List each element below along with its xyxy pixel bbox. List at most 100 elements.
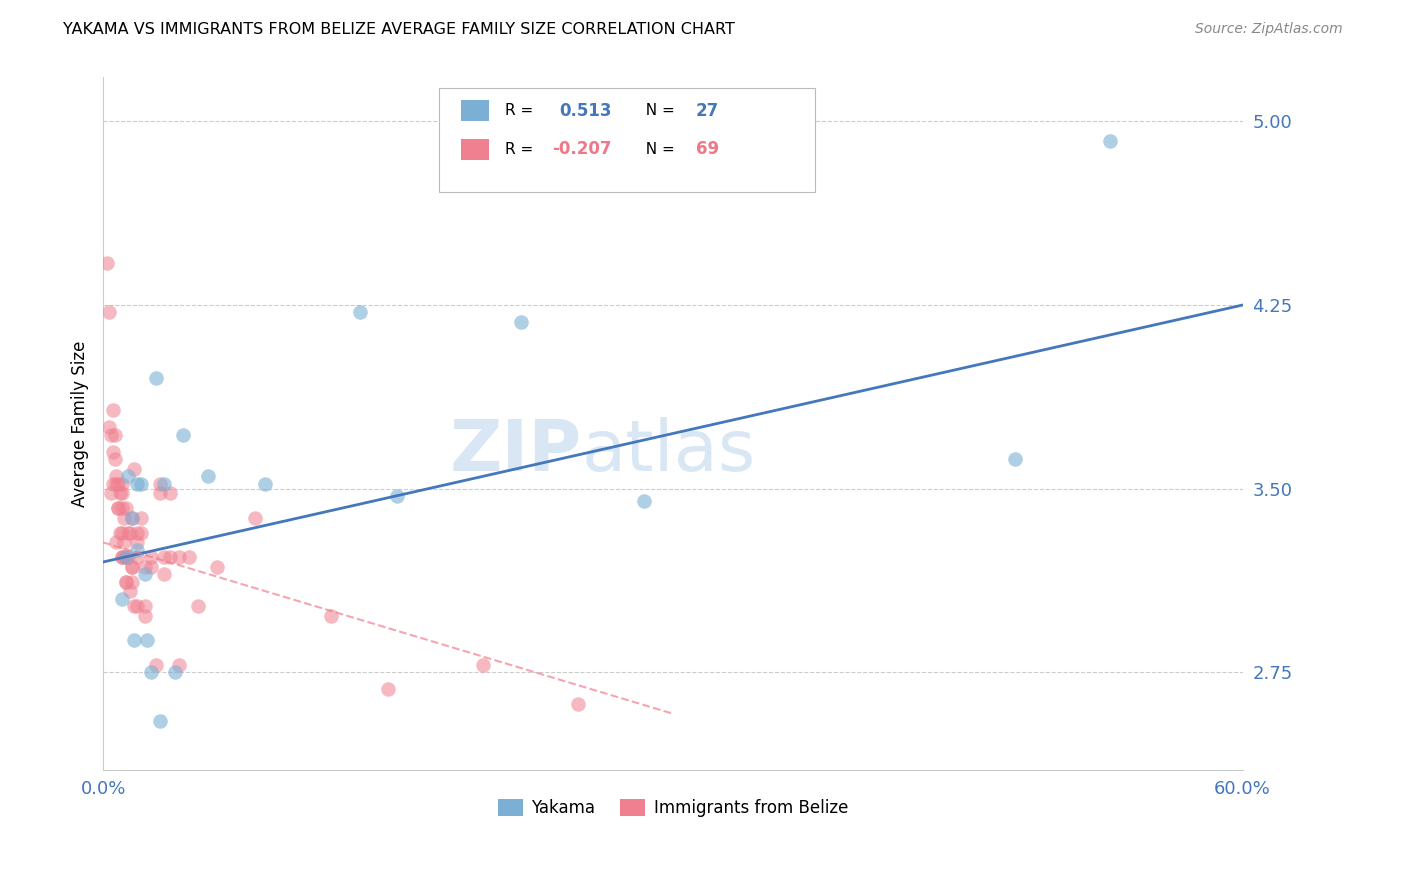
Point xyxy=(134,560,156,574)
Point xyxy=(111,501,134,516)
Point xyxy=(111,486,134,500)
Text: atlas: atlas xyxy=(582,417,756,486)
Point xyxy=(471,657,494,672)
Point xyxy=(349,305,371,319)
Point xyxy=(1004,452,1026,467)
Point xyxy=(243,511,266,525)
Point xyxy=(149,714,172,728)
Point xyxy=(117,550,139,565)
Text: Source: ZipAtlas.com: Source: ZipAtlas.com xyxy=(1195,22,1343,37)
Point xyxy=(117,469,139,483)
Point xyxy=(387,489,409,503)
Point xyxy=(127,550,149,565)
Point xyxy=(110,486,132,500)
Point xyxy=(139,665,162,679)
Point xyxy=(633,493,655,508)
Text: R =: R = xyxy=(505,103,538,118)
Point xyxy=(111,550,134,565)
FancyBboxPatch shape xyxy=(439,87,815,192)
Point xyxy=(122,462,145,476)
Point xyxy=(121,560,143,574)
Point xyxy=(97,420,120,434)
Point xyxy=(103,452,125,467)
Point xyxy=(127,599,149,613)
Point xyxy=(139,560,162,574)
Point xyxy=(135,633,157,648)
Point xyxy=(167,657,190,672)
Text: 27: 27 xyxy=(696,102,720,120)
Text: N =: N = xyxy=(636,142,679,157)
Point xyxy=(105,476,128,491)
Point xyxy=(139,550,162,565)
Point xyxy=(115,550,138,565)
Point xyxy=(134,599,156,613)
Point xyxy=(319,608,342,623)
Point xyxy=(122,599,145,613)
Text: ZIP: ZIP xyxy=(450,417,582,486)
Point xyxy=(177,550,200,565)
Point xyxy=(110,525,132,540)
Point xyxy=(149,476,172,491)
Point xyxy=(159,486,181,500)
Point xyxy=(118,525,141,540)
Point xyxy=(172,427,194,442)
Point xyxy=(377,682,399,697)
Text: N =: N = xyxy=(636,103,679,118)
Point xyxy=(101,403,124,417)
Point xyxy=(159,550,181,565)
Point xyxy=(129,476,152,491)
Point xyxy=(187,599,209,613)
Point xyxy=(115,501,138,516)
Point xyxy=(96,256,118,270)
Point xyxy=(100,486,122,500)
Point xyxy=(121,560,143,574)
Point xyxy=(129,525,152,540)
Point xyxy=(103,427,125,442)
Legend: Yakama, Immigrants from Belize: Yakama, Immigrants from Belize xyxy=(491,792,855,824)
Point xyxy=(117,525,139,540)
Point xyxy=(129,511,152,525)
Point xyxy=(127,525,149,540)
Point xyxy=(107,476,129,491)
Point xyxy=(127,542,149,557)
Point xyxy=(145,657,167,672)
Point xyxy=(149,486,172,500)
Text: YAKAMA VS IMMIGRANTS FROM BELIZE AVERAGE FAMILY SIZE CORRELATION CHART: YAKAMA VS IMMIGRANTS FROM BELIZE AVERAGE… xyxy=(63,22,735,37)
Point xyxy=(115,574,138,589)
Point xyxy=(1098,134,1121,148)
Point xyxy=(105,469,128,483)
Point xyxy=(134,608,156,623)
Point xyxy=(510,315,533,329)
Point xyxy=(100,427,122,442)
Point xyxy=(115,574,138,589)
Point xyxy=(111,476,134,491)
Point xyxy=(167,550,190,565)
Point xyxy=(105,535,128,549)
Point xyxy=(111,550,134,565)
Point xyxy=(197,469,219,483)
Text: -0.207: -0.207 xyxy=(553,140,612,159)
Point xyxy=(253,476,276,491)
Point xyxy=(121,511,143,525)
Point xyxy=(107,501,129,516)
Text: 69: 69 xyxy=(696,140,720,159)
Point xyxy=(101,476,124,491)
Point xyxy=(127,535,149,549)
Point xyxy=(97,305,120,319)
FancyBboxPatch shape xyxy=(461,100,489,121)
Point xyxy=(121,574,143,589)
Text: 0.513: 0.513 xyxy=(560,102,612,120)
Point xyxy=(122,633,145,648)
Point xyxy=(153,567,176,582)
Point xyxy=(145,371,167,385)
Point xyxy=(112,550,135,565)
Point xyxy=(111,525,134,540)
Point xyxy=(153,476,176,491)
Text: R =: R = xyxy=(505,142,538,157)
Point xyxy=(107,501,129,516)
Point xyxy=(121,511,143,525)
Y-axis label: Average Family Size: Average Family Size xyxy=(72,341,89,507)
Point xyxy=(112,511,135,525)
Point xyxy=(153,550,176,565)
Point xyxy=(165,665,187,679)
